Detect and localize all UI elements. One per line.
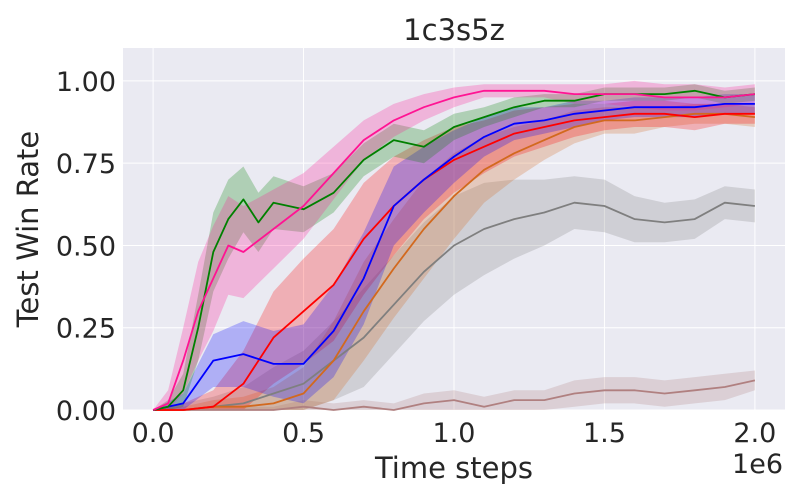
series-band-3 <box>153 100 755 410</box>
y-tick-label-2: 0.50 <box>56 231 116 262</box>
series-bands <box>153 80 755 411</box>
x-scale-label: 1e6 <box>732 449 783 480</box>
x-tick-label-4: 2.0 <box>733 418 776 449</box>
series-line-4 <box>152 103 755 411</box>
series-line-1 <box>153 201 755 411</box>
y-tick-label-3: 0.75 <box>56 149 116 180</box>
series-band-1 <box>153 176 755 410</box>
series-line-3 <box>153 112 755 411</box>
y-tick-labels: 0.00 0.25 0.50 0.75 1.00 <box>56 67 116 427</box>
y-tick-label-4: 1.00 <box>56 67 116 98</box>
series-band-4 <box>153 94 755 410</box>
y-axis-label: Test Win Rate <box>11 131 45 329</box>
x-tick-labels: 0.0 0.5 1.0 1.5 2.0 <box>132 418 777 449</box>
series-band-6 <box>153 80 755 411</box>
series-line-0 <box>153 379 756 411</box>
series-line-2 <box>153 112 755 411</box>
grid-lines <box>123 48 785 411</box>
chart-title: 1c3s5z <box>403 13 505 47</box>
x-tick-label-2: 1.0 <box>433 418 476 449</box>
y-tick-label-0: 0.00 <box>56 396 116 427</box>
x-tick-label-1: 0.5 <box>282 418 325 449</box>
series-band-0 <box>153 370 755 410</box>
y-tick-label-1: 0.25 <box>56 314 116 345</box>
series-lines <box>152 89 756 411</box>
x-tick-label-0: 0.0 <box>132 418 175 449</box>
series-band-2 <box>153 103 755 411</box>
x-axis-label: Time steps <box>374 451 533 485</box>
x-tick-label-3: 1.5 <box>583 418 626 449</box>
series-line-6 <box>152 89 755 411</box>
